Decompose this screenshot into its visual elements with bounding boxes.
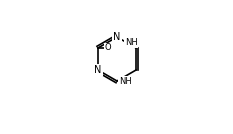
- Text: N: N: [94, 65, 102, 75]
- Text: NH: NH: [125, 38, 137, 47]
- Text: N: N: [113, 32, 121, 42]
- Text: NH: NH: [119, 77, 131, 85]
- Text: O: O: [105, 44, 111, 53]
